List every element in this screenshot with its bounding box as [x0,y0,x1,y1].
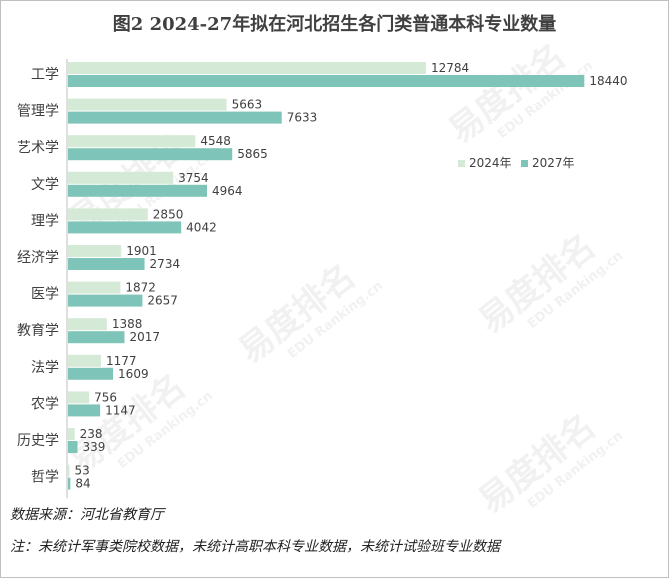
bar-2024 [68,245,122,257]
data-label: 4042 [186,220,217,234]
data-label: 84 [75,477,90,491]
data-label: 4964 [212,184,243,198]
bar-2027 [68,75,585,87]
data-label: 1609 [118,367,149,381]
bar-2027 [68,184,207,197]
data-label: 2850 [153,207,184,221]
bar-2024 [68,135,196,148]
legend-label: 2024年 [469,156,512,170]
bar-2024 [68,62,426,74]
category-label: 管理学 [17,104,59,120]
bar-2027 [68,294,143,307]
category-label: 工学 [31,67,59,83]
bar-2027 [68,404,101,417]
legend-swatch [521,160,528,167]
bar-2024 [68,98,227,111]
bar-2024 [68,171,174,184]
bar-2027 [68,148,233,161]
data-label: 53 [74,464,89,478]
legend-swatch [458,160,465,167]
category-label: 哲学 [31,470,59,486]
footnote: 注：未统计军事类院校数据，未统计高职本科专业数据，未统计试验班专业数据 [10,539,500,555]
category-label: 法学 [31,360,59,376]
bar-2024 [68,208,148,221]
data-label: 1388 [112,317,143,331]
data-label: 1147 [105,403,136,417]
source-note: 数据来源：河北省教育厅 [10,507,164,523]
category-label: 艺术学 [17,140,59,156]
bar-2024 [68,391,90,404]
bar-2027 [68,477,71,490]
chart-title: 图2 2024-27年拟在河北招生各门类普通本科专业数量 [112,14,557,35]
data-label: 1177 [106,354,137,368]
bar-2024 [68,354,101,367]
bar-2027 [68,331,125,344]
bar-2027 [68,221,182,234]
bar-2027 [68,111,282,124]
legend-label: 2027年 [532,156,575,170]
category-label: 农学 [31,396,59,412]
category-label: 经济学 [17,250,59,266]
data-label: 1901 [126,244,157,258]
bar-2027 [68,258,145,270]
data-label: 12784 [431,61,469,75]
data-label: 7633 [287,111,318,125]
data-label: 5865 [237,147,268,161]
category-label: 理学 [31,213,59,229]
data-label: 4548 [200,134,231,148]
data-label: 756 [94,390,117,404]
data-label: 2734 [150,257,181,271]
data-label: 2657 [147,294,178,308]
data-label: 18440 [589,74,627,88]
category-label: 医学 [31,287,59,303]
bar-2024 [68,318,107,331]
data-label: 339 [82,440,105,454]
bar-2024 [68,464,70,477]
data-label: 1872 [125,281,156,295]
category-label: 教育学 [17,323,59,339]
category-label: 文学 [31,177,59,193]
bar-2027 [68,367,114,380]
data-label: 5663 [232,98,263,112]
category-label: 历史学 [17,433,59,449]
data-label: 3754 [178,171,209,185]
data-label: 2017 [129,330,160,344]
bar-2027 [68,441,78,453]
data-label: 238 [80,427,103,441]
bar-2024 [68,428,75,440]
bar-2024 [68,281,121,294]
